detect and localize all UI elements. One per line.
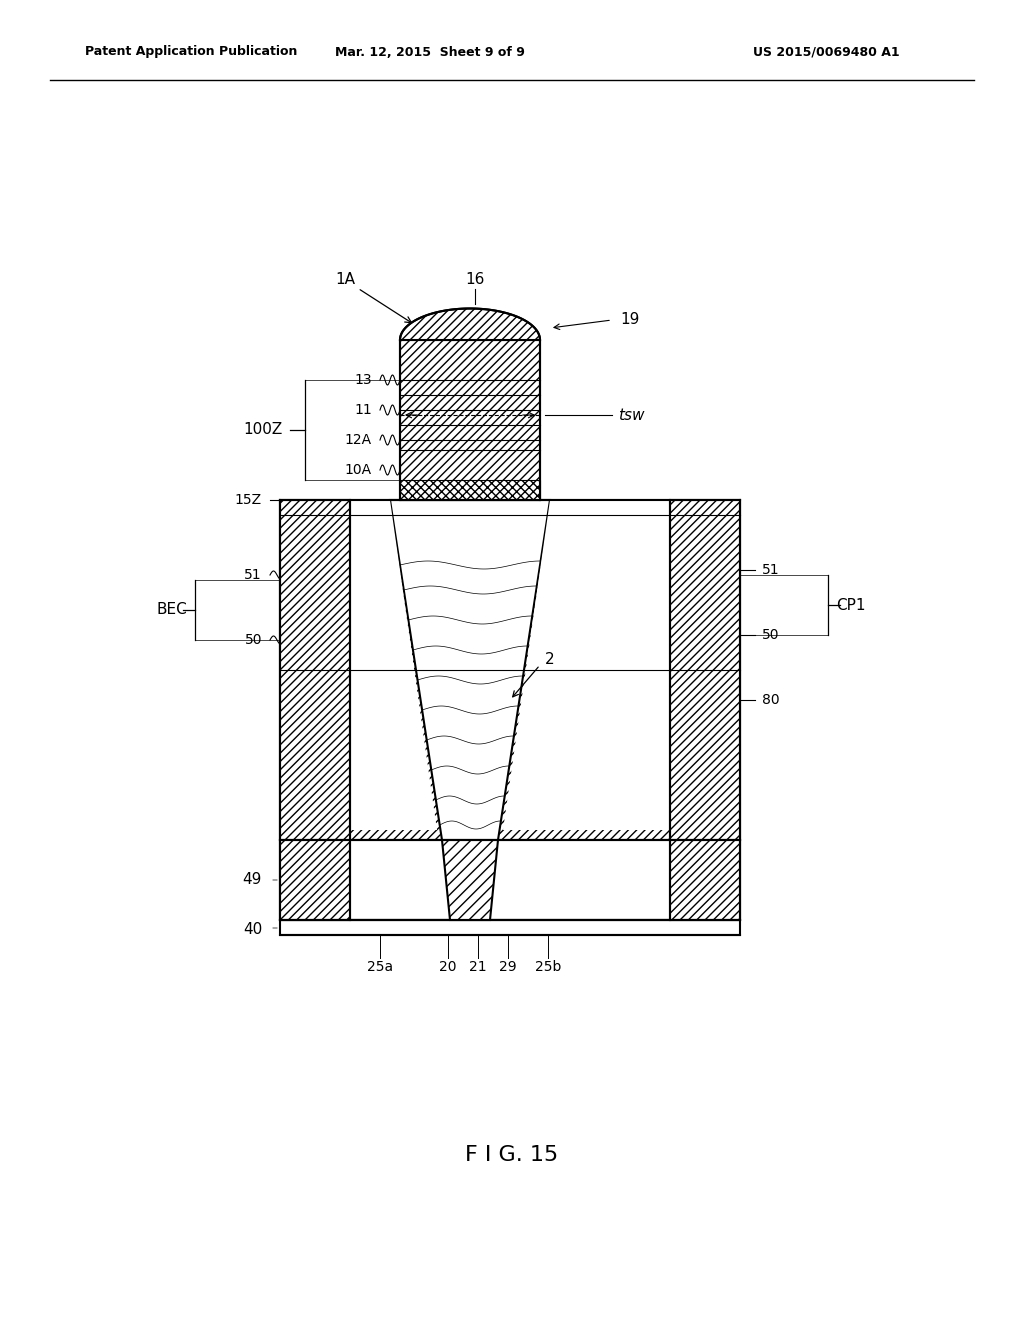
Polygon shape [442,840,498,920]
Text: 15Z: 15Z [234,492,262,507]
Text: 21: 21 [469,960,486,974]
Bar [400,480,540,500]
Text: 80: 80 [762,693,779,708]
Text: 49: 49 [243,873,262,887]
Text: CP1: CP1 [836,598,865,612]
Text: 51: 51 [245,568,262,582]
Bar [400,341,540,500]
Bar [280,500,350,840]
Text: 40: 40 [243,923,262,937]
Bar [280,840,740,920]
Bar [670,840,740,920]
Text: 29: 29 [499,960,517,974]
Text: 19: 19 [620,313,639,327]
Text: 25a: 25a [367,960,393,974]
Polygon shape [400,309,540,341]
Text: 50: 50 [245,634,262,647]
Bar [280,840,350,920]
Text: 1A: 1A [335,272,412,323]
Text: 11: 11 [354,403,372,417]
Text: 100Z: 100Z [244,422,283,437]
Polygon shape [503,500,670,830]
Bar [670,500,740,840]
Text: 13: 13 [354,374,372,387]
Text: 51: 51 [762,564,779,577]
Text: 10A: 10A [345,463,372,477]
Text: Mar. 12, 2015  Sheet 9 of 9: Mar. 12, 2015 Sheet 9 of 9 [335,45,525,58]
Bar [280,500,740,840]
Text: Patent Application Publication: Patent Application Publication [85,45,297,58]
Text: 50: 50 [762,628,779,642]
Polygon shape [390,500,550,840]
Polygon shape [350,500,437,830]
Text: US 2015/0069480 A1: US 2015/0069480 A1 [754,45,900,58]
Text: BEC: BEC [157,602,187,618]
Text: 25b: 25b [535,960,561,974]
Text: 16: 16 [465,272,484,286]
Text: 2: 2 [545,652,555,668]
Text: tsw: tsw [618,408,644,422]
Text: F I G. 15: F I G. 15 [465,1144,559,1166]
Bar [280,920,740,935]
Text: 12A: 12A [345,433,372,447]
Text: 20: 20 [439,960,457,974]
